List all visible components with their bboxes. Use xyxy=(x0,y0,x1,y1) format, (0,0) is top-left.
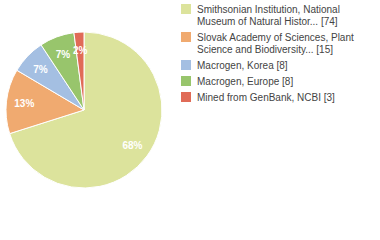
data-label: 7% xyxy=(56,49,71,60)
legend-label: Slovak Academy of Sciences, PlantScience… xyxy=(197,32,354,55)
legend-swatch xyxy=(181,60,191,70)
legend-label: Macrogen, Europe [8] xyxy=(197,76,293,87)
data-label: 7% xyxy=(33,64,48,75)
data-labels: 68%13%7%7%2% xyxy=(14,45,142,151)
data-label: 2% xyxy=(73,45,88,56)
legend-label: Smithsonian Institution, NationalMuseum … xyxy=(197,4,340,27)
legend-swatch xyxy=(181,4,191,14)
chart: 68%13%7%7%2%Smithsonian Institution, Nat… xyxy=(0,0,380,240)
data-label: 13% xyxy=(14,98,34,109)
data-label: 68% xyxy=(122,140,142,151)
legend-swatch xyxy=(181,92,191,102)
legend-swatch xyxy=(181,76,191,86)
legend: Smithsonian Institution, NationalMuseum … xyxy=(181,4,354,103)
legend-swatch xyxy=(181,32,191,42)
pie-slice xyxy=(74,32,84,110)
legend-label: Mined from GenBank, NCBI [3] xyxy=(197,92,335,103)
pie xyxy=(6,32,162,188)
legend-label: Macrogen, Korea [8] xyxy=(197,60,288,71)
